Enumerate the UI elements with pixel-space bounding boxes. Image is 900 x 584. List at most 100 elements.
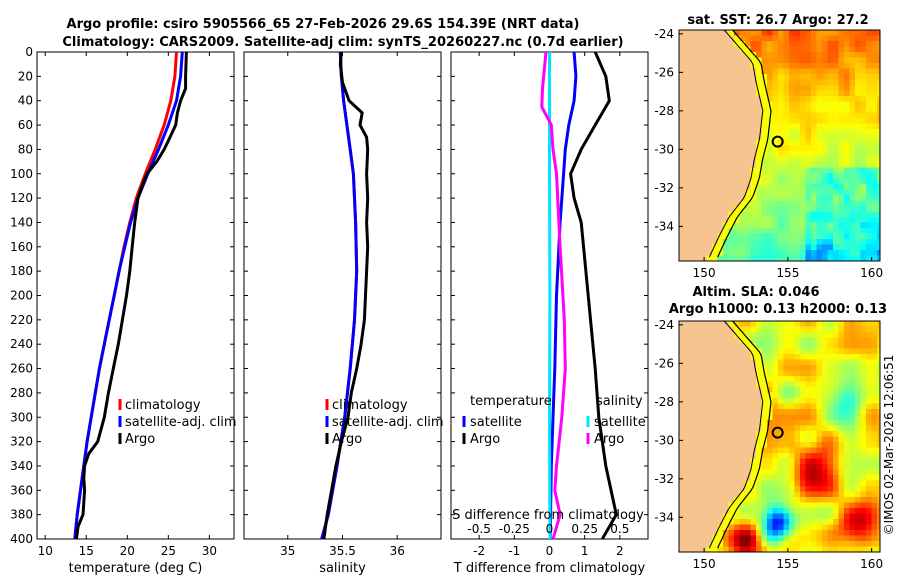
map-cell bbox=[718, 514, 724, 520]
map-cell bbox=[762, 184, 768, 190]
map-cell bbox=[723, 135, 729, 141]
map-cell bbox=[839, 503, 845, 509]
map-cell bbox=[712, 514, 718, 520]
map-cell bbox=[723, 58, 729, 64]
y-tick-label: 400 bbox=[10, 532, 33, 546]
map-cell bbox=[734, 536, 740, 542]
map-cell bbox=[679, 376, 685, 382]
map-cell bbox=[701, 481, 707, 487]
map-cell bbox=[740, 113, 746, 119]
map-cell bbox=[795, 212, 801, 218]
map-cell bbox=[811, 250, 817, 256]
map-cell bbox=[740, 492, 746, 498]
map-cell bbox=[751, 459, 757, 465]
map-cell bbox=[751, 146, 757, 152]
map-cell bbox=[751, 398, 757, 404]
map-cell bbox=[811, 113, 817, 119]
map-cell bbox=[817, 503, 823, 509]
map-cell bbox=[729, 409, 735, 415]
map-cell bbox=[872, 107, 878, 113]
map-cell bbox=[806, 85, 812, 91]
map-cell bbox=[784, 327, 790, 333]
map-cell bbox=[767, 74, 773, 80]
map-cell bbox=[872, 437, 878, 443]
map-cell bbox=[839, 85, 845, 91]
map-cell bbox=[789, 530, 795, 536]
map-cell bbox=[806, 343, 812, 349]
map-cell bbox=[861, 162, 867, 168]
map-cell bbox=[696, 547, 702, 553]
map-cell bbox=[866, 63, 872, 69]
map-cell bbox=[795, 80, 801, 86]
map-cell bbox=[778, 492, 784, 498]
map-cell bbox=[795, 173, 801, 179]
map-cell bbox=[811, 420, 817, 426]
map-cell bbox=[767, 354, 773, 360]
map-cell bbox=[745, 168, 751, 174]
map-cell bbox=[855, 190, 861, 196]
map-cell bbox=[833, 212, 839, 218]
map-cell bbox=[817, 547, 823, 553]
map-cell bbox=[800, 129, 806, 135]
map-cell bbox=[855, 376, 861, 382]
map-cell bbox=[756, 74, 762, 80]
map-cell bbox=[707, 162, 713, 168]
map-cell bbox=[850, 47, 856, 53]
map-cell bbox=[855, 223, 861, 229]
map-cell bbox=[811, 382, 817, 388]
map-cell bbox=[855, 151, 861, 157]
map-cell bbox=[690, 228, 696, 234]
map-cell bbox=[850, 250, 856, 256]
map-cell bbox=[701, 464, 707, 470]
map-cell bbox=[685, 179, 691, 185]
map-cell bbox=[833, 371, 839, 377]
map-cell bbox=[685, 382, 691, 388]
map-cell bbox=[828, 30, 834, 36]
map-cell bbox=[729, 453, 735, 459]
map-cell bbox=[861, 338, 867, 344]
map-cell bbox=[800, 404, 806, 410]
map-cell bbox=[855, 492, 861, 498]
map-cell bbox=[679, 365, 685, 371]
map-cell bbox=[800, 36, 806, 42]
map-cell bbox=[712, 91, 718, 97]
map-cell bbox=[679, 426, 685, 432]
map-cell bbox=[822, 365, 828, 371]
map-cell bbox=[778, 464, 784, 470]
map-cell bbox=[850, 349, 856, 355]
map-cell bbox=[773, 179, 779, 185]
map-cell bbox=[855, 426, 861, 432]
map-cell bbox=[822, 420, 828, 426]
map-cell bbox=[679, 431, 685, 437]
map-cell bbox=[784, 223, 790, 229]
map-cell bbox=[734, 184, 740, 190]
map-cell bbox=[734, 541, 740, 547]
map-cell bbox=[833, 338, 839, 344]
map-cell bbox=[855, 118, 861, 124]
map-cell bbox=[844, 256, 850, 262]
map-cell bbox=[723, 475, 729, 481]
map-cell bbox=[718, 85, 724, 91]
map-cell bbox=[679, 547, 685, 553]
map-cell bbox=[817, 217, 823, 223]
map-cell bbox=[712, 256, 718, 262]
map-cell bbox=[778, 91, 784, 97]
map-cell bbox=[839, 107, 845, 113]
map-cell bbox=[817, 58, 823, 64]
map-cell bbox=[762, 464, 768, 470]
map-cell bbox=[817, 376, 823, 382]
map-cell bbox=[817, 124, 823, 130]
map-cell bbox=[822, 508, 828, 514]
map-cell bbox=[861, 541, 867, 547]
map-cell bbox=[679, 228, 685, 234]
map-cell bbox=[811, 190, 817, 196]
map-cell bbox=[844, 217, 850, 223]
map-cell bbox=[690, 519, 696, 525]
map-cell bbox=[718, 360, 724, 366]
map-cell bbox=[817, 250, 823, 256]
map-cell bbox=[690, 530, 696, 536]
map-cell bbox=[828, 206, 834, 212]
map-cell bbox=[701, 497, 707, 503]
map-cell bbox=[806, 195, 812, 201]
map-cell bbox=[855, 431, 861, 437]
